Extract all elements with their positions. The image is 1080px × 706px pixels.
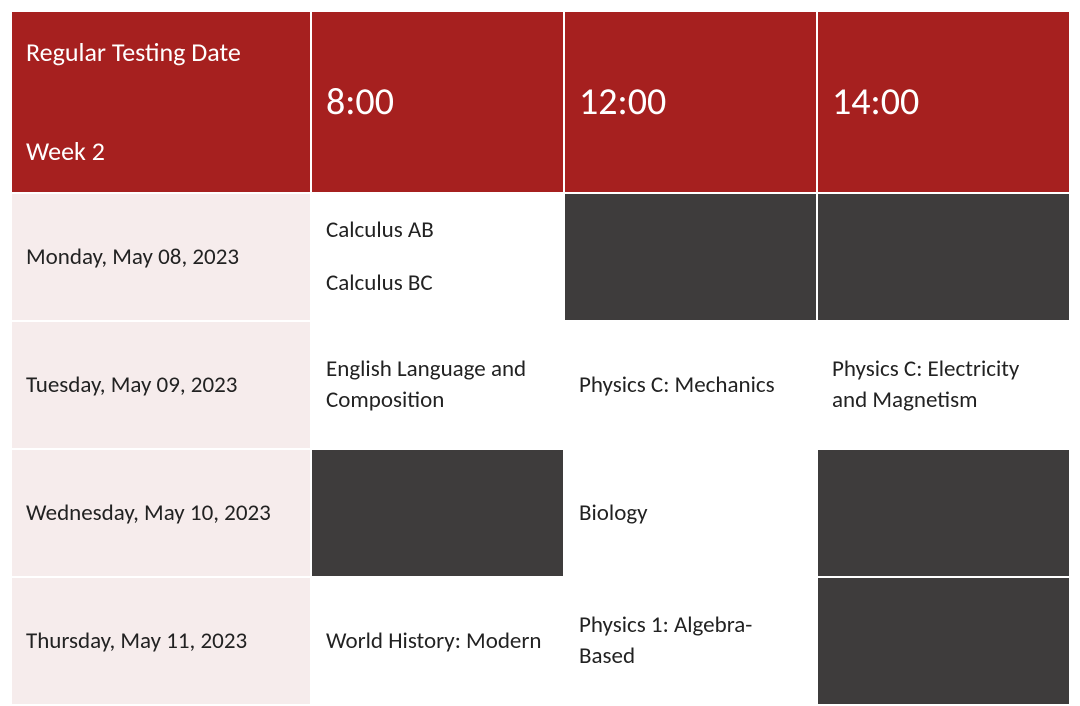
- slot-text: Calculus AB: [326, 215, 549, 246]
- schedule-body: Monday, May 08, 2023Calculus ABCalculus …: [11, 193, 1070, 705]
- slot-empty: [817, 449, 1070, 577]
- day-cell: Tuesday, May 09, 2023: [11, 321, 311, 449]
- slot-cell: Physics C: Electricity and Magnetism: [817, 321, 1070, 449]
- header-time-2: 14:00: [817, 11, 1070, 193]
- table-row: Monday, May 08, 2023Calculus ABCalculus …: [11, 193, 1070, 321]
- slot-cell: Physics C: Mechanics: [564, 321, 817, 449]
- slot-empty: [311, 449, 564, 577]
- header-title-line1: Regular Testing Date: [26, 36, 241, 68]
- slot-empty: [817, 193, 1070, 321]
- header-corner: Regular Testing Date Week 2: [11, 11, 311, 193]
- slot-cell: World History: Modern: [311, 577, 564, 705]
- table-row: Wednesday, May 10, 2023 Biology: [11, 449, 1070, 577]
- slot-cell: Calculus AB Calculus BC: [311, 193, 564, 321]
- schedule-table: Regular Testing Date Week 2 8:00 12:00 1…: [10, 10, 1071, 706]
- header-time-0: 8:00: [311, 11, 564, 193]
- day-cell: Thursday, May 11, 2023: [11, 577, 311, 705]
- slot-cell: English Language and Composition: [311, 321, 564, 449]
- slot-cell: Physics 1: Algebra-Based: [564, 577, 817, 705]
- day-cell: Monday, May 08, 2023: [11, 193, 311, 321]
- slot-empty: [564, 193, 817, 321]
- table-row: Thursday, May 11, 2023World History: Mod…: [11, 577, 1070, 705]
- header-title-line2: Week 2: [26, 135, 105, 167]
- day-cell: Wednesday, May 10, 2023: [11, 449, 311, 577]
- header-time-1: 12:00: [564, 11, 817, 193]
- header-row: Regular Testing Date Week 2 8:00 12:00 1…: [11, 11, 1070, 193]
- slot-empty: [817, 577, 1070, 705]
- slot-text: Calculus BC: [326, 268, 549, 299]
- table-row: Tuesday, May 09, 2023English Language an…: [11, 321, 1070, 449]
- slot-cell: Biology: [564, 449, 817, 577]
